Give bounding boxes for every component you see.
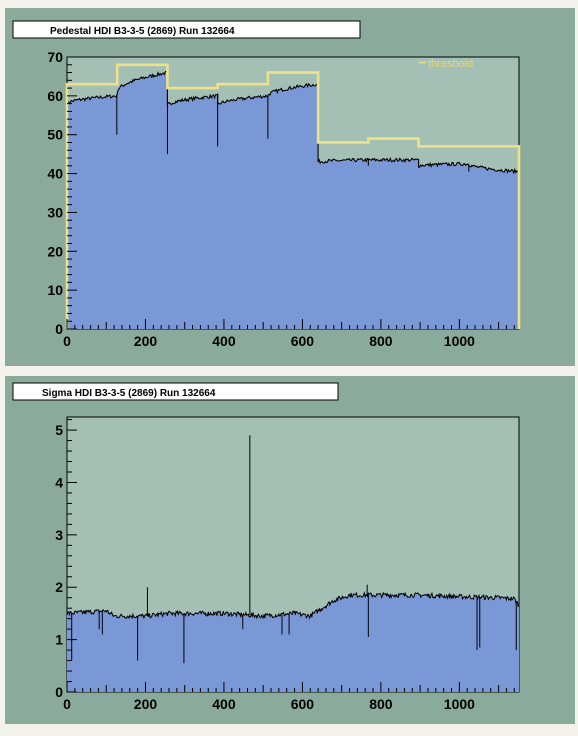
sigma-title-box: [12, 382, 339, 401]
pedestal-x-tick-label: 1000: [444, 333, 475, 349]
pedestal-y-tick-label: 70: [47, 49, 63, 65]
sigma-y-tick-label: 3: [55, 527, 63, 543]
pedestal-line: [66, 70, 520, 175]
legend: threshold: [419, 58, 473, 70]
threshold-line: [65, 63, 521, 329]
pedestal-x-tick-label: 0: [63, 333, 71, 349]
pedestal-title-box: [12, 20, 361, 39]
sigma-x-tick-label: 200: [134, 696, 158, 712]
pedestal-y-tick-label: 0: [55, 321, 63, 337]
pedestal-x-tick-label: 200: [134, 333, 158, 349]
sigma-title: Sigma HDI B3-3-5 (2869) Run 132664: [42, 388, 216, 399]
pedestal-y-tick-label: 60: [47, 88, 63, 104]
pedestal-y-tick-label: 20: [47, 243, 63, 259]
sigma-y-tick-label: 1: [55, 632, 63, 648]
sigma-x-tick-label: 600: [291, 696, 315, 712]
pedestal-fill: [67, 71, 519, 329]
pedestal-pad: 0 200 400 600 800 1000 0 10 20 30 40 50 60 70 Pedesta…: [5, 8, 575, 366]
pedestal-x-tick-label: 800: [369, 333, 393, 349]
sigma-line: [66, 591, 520, 620]
sigma-histogram: [66, 435, 520, 692]
sigma-x-tick-label: 400: [212, 696, 236, 712]
pedestal-y-tick-label: 40: [47, 166, 63, 182]
sigma-y-tick-label: 5: [55, 422, 63, 438]
sigma-axes: 0 200 400 600 800 1000 0 1 2 3 4 5: [55, 419, 515, 712]
pedestal-x-tick-label: 600: [291, 333, 315, 349]
sigma-x-tick-label: 0: [63, 696, 71, 712]
sigma-y-tick-label: 0: [55, 684, 63, 700]
sigma-y-tick-label: 4: [55, 474, 63, 490]
legend-threshold-label: threshold: [428, 58, 473, 70]
pedestal-y-tick-label: 10: [47, 282, 63, 298]
pedestal-title: Pedestal HDI B3-3-5 (2869) Run 132664: [50, 26, 235, 37]
sigma-fill: [67, 592, 519, 692]
sigma-pad: 0 200 400 600 800 1000 0 1 2 3 4 5 Sigma HDI B3-3-5…: [5, 376, 575, 724]
threshold-step: [65, 63, 521, 329]
pedestal-axes: 0 200 400 600 800 1000 0 10 20 30 40 50 60 70: [47, 49, 515, 349]
pedestal-x-tick-label: 400: [212, 333, 236, 349]
pedestal-y-tick-label: 50: [47, 127, 63, 143]
sigma-x-tick-label: 1000: [444, 696, 475, 712]
pedestal-y-tick-label: 30: [47, 204, 63, 220]
sigma-y-tick-label: 2: [55, 579, 63, 595]
sigma-x-tick-label: 800: [369, 696, 393, 712]
